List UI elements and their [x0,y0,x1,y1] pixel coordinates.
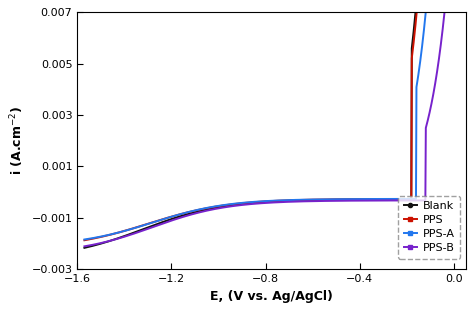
Legend: Blank, PPS, PPS-A, PPS-B: Blank, PPS, PPS-A, PPS-B [398,196,460,258]
X-axis label: E, (V vs. Ag/AgCl): E, (V vs. Ag/AgCl) [210,290,333,303]
Y-axis label: i (A.cm$^{-2}$): i (A.cm$^{-2}$) [9,106,26,175]
